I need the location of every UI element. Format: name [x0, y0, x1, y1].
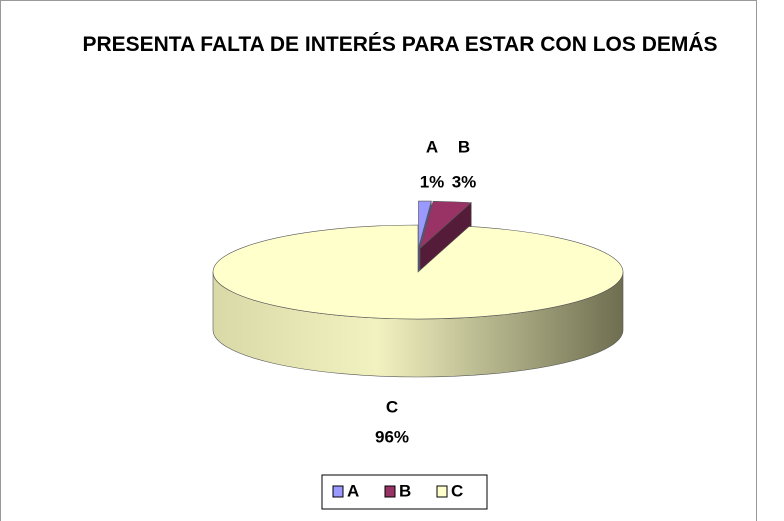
legend-label: B — [399, 481, 411, 500]
slice — [212, 224, 624, 320]
legend-box — [321, 474, 488, 510]
legend-swatch — [436, 485, 448, 498]
data-label-category: B — [458, 137, 470, 156]
data-label: 3% — [452, 172, 477, 191]
legend-label: C — [451, 481, 463, 500]
legend-swatch — [384, 485, 396, 498]
chart-title: PRESENTA FALTA DE INTERÉS PARA ESTAR CON… — [82, 33, 718, 56]
legend-label: A — [347, 481, 359, 500]
data-label-category: C — [386, 397, 398, 416]
legend-swatch — [332, 485, 344, 498]
data-label: 96% — [375, 427, 409, 446]
slice — [418, 200, 432, 249]
slice — [419, 200, 472, 250]
data-label-category: A — [426, 137, 438, 156]
data-label: 1% — [420, 172, 445, 191]
frame — [0, 0, 757, 521]
